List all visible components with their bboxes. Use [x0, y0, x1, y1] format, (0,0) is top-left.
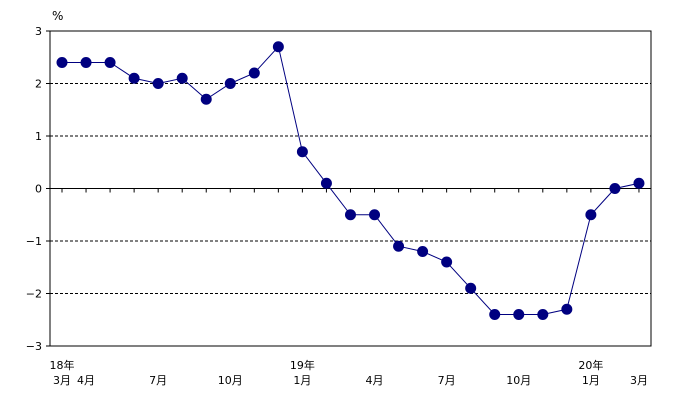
series-layer — [56, 41, 645, 320]
data-point — [465, 282, 477, 294]
data-point — [513, 309, 525, 320]
y-tick-label: −2 — [26, 288, 42, 301]
x-tick-year-label: 20年 — [578, 358, 603, 372]
data-point — [104, 57, 116, 68]
x-tick-month-label: 7月 — [149, 374, 167, 387]
data-point — [633, 177, 645, 189]
x-tick-month-label: 10月 — [506, 374, 531, 387]
data-point — [56, 57, 68, 68]
data-point — [344, 209, 356, 221]
y-unit-label: % — [52, 9, 63, 23]
x-tick-year-label: 18年 — [50, 358, 75, 372]
data-point — [561, 303, 573, 315]
data-point — [248, 67, 260, 79]
x-tick-labels: 18年 3月 4月 7月 10月 19年 1月 4月 7月 10月 20年 1月 3月 — [50, 358, 648, 387]
data-point — [537, 309, 549, 320]
data-point — [200, 93, 212, 105]
y-tick-label: 1 — [35, 130, 42, 143]
x-tick-month-label: 4月 — [77, 374, 95, 387]
y-tick-label: −3 — [26, 340, 42, 353]
x-tick-month-label: 7月 — [438, 374, 456, 387]
data-point — [585, 209, 597, 221]
data-point — [296, 146, 308, 158]
x-tick-month-label: 1月 — [293, 374, 311, 387]
y-tick-labels: 3 2 1 0 −1 −2 −3 — [26, 25, 42, 353]
data-point — [152, 78, 164, 89]
grid-lines — [50, 83, 651, 294]
data-point — [224, 78, 236, 89]
x-tick-year-label: 19年 — [290, 358, 315, 372]
data-point — [80, 57, 92, 68]
x-tick-month-label: 1月 — [582, 374, 600, 387]
series-line — [62, 45, 640, 315]
data-point — [369, 209, 381, 221]
axes — [46, 30, 652, 347]
x-tick-month-label: 10月 — [218, 374, 243, 387]
data-point — [417, 246, 429, 257]
data-point — [489, 309, 501, 320]
data-point — [320, 177, 332, 189]
y-tick-label: 3 — [35, 25, 42, 38]
data-point — [272, 41, 284, 53]
y-tick-label: −1 — [26, 235, 42, 248]
x-tick-month-label: 3月 — [53, 374, 71, 387]
data-point — [609, 183, 621, 194]
data-point — [128, 72, 140, 84]
data-point — [176, 72, 188, 84]
data-point — [393, 240, 405, 252]
x-tick-month-label: 3月 — [630, 374, 648, 387]
y-tick-label: 0 — [35, 183, 42, 196]
y-tick-label: 2 — [35, 78, 42, 91]
data-point — [441, 256, 453, 268]
x-tick-month-label: 4月 — [366, 374, 384, 387]
